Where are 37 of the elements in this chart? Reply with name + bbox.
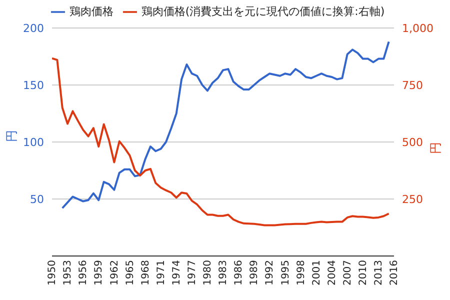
x-tick-label: 2016: [389, 260, 400, 286]
x-tick-label: 1980: [202, 260, 214, 286]
y2-tick-label: 250: [402, 192, 423, 206]
y-axis-title: 円: [4, 130, 18, 142]
x-tick-label: 1983: [218, 260, 230, 286]
x-tick-label: 1956: [78, 260, 90, 286]
x-tick-label: 2013: [374, 260, 385, 286]
x-tick-label: 1986: [234, 260, 245, 286]
x-tick-label: 1974: [171, 260, 182, 286]
legend-label: 鶏肉価格(消費支出を元に現代の価値に換算:右軸): [141, 5, 385, 18]
x-tick-label: 1950: [47, 260, 58, 286]
y-tick-label: 150: [23, 78, 44, 92]
x-tick-label: 1995: [280, 260, 292, 286]
x-tick-label: 1998: [296, 260, 307, 286]
x-tick-label: 1962: [109, 260, 120, 286]
y-tick-label: 50: [30, 192, 44, 206]
x-tick-label: 1971: [156, 260, 167, 286]
x-tick-label: 2001: [311, 260, 322, 286]
y-tick-label: 100: [23, 136, 44, 149]
x-tick-label: 2007: [342, 260, 354, 286]
x-tick-label: 2010: [358, 260, 370, 286]
y2-tick-label: 1,000: [402, 22, 434, 35]
y-tick-label: 200: [23, 22, 44, 35]
line-series: [61, 40, 390, 210]
x-tick-label: 2004: [326, 260, 338, 286]
legend-label: 鶏肉価格: [69, 5, 114, 18]
x-tick-label: 1992: [264, 260, 276, 286]
x-tick-label: 1959: [94, 260, 105, 286]
x-tick-label: 1953: [62, 260, 74, 286]
x-tick-label: 1968: [140, 260, 152, 286]
y2-axis-title: 円: [428, 142, 442, 154]
x-tick-label: 1977: [187, 260, 198, 286]
x-tick-label: 1989: [249, 260, 260, 286]
x-tick-label: 1965: [124, 260, 136, 286]
line-series: [52, 57, 390, 226]
y2-tick-label: 500: [402, 136, 423, 149]
y2-tick-label: 750: [402, 78, 423, 92]
